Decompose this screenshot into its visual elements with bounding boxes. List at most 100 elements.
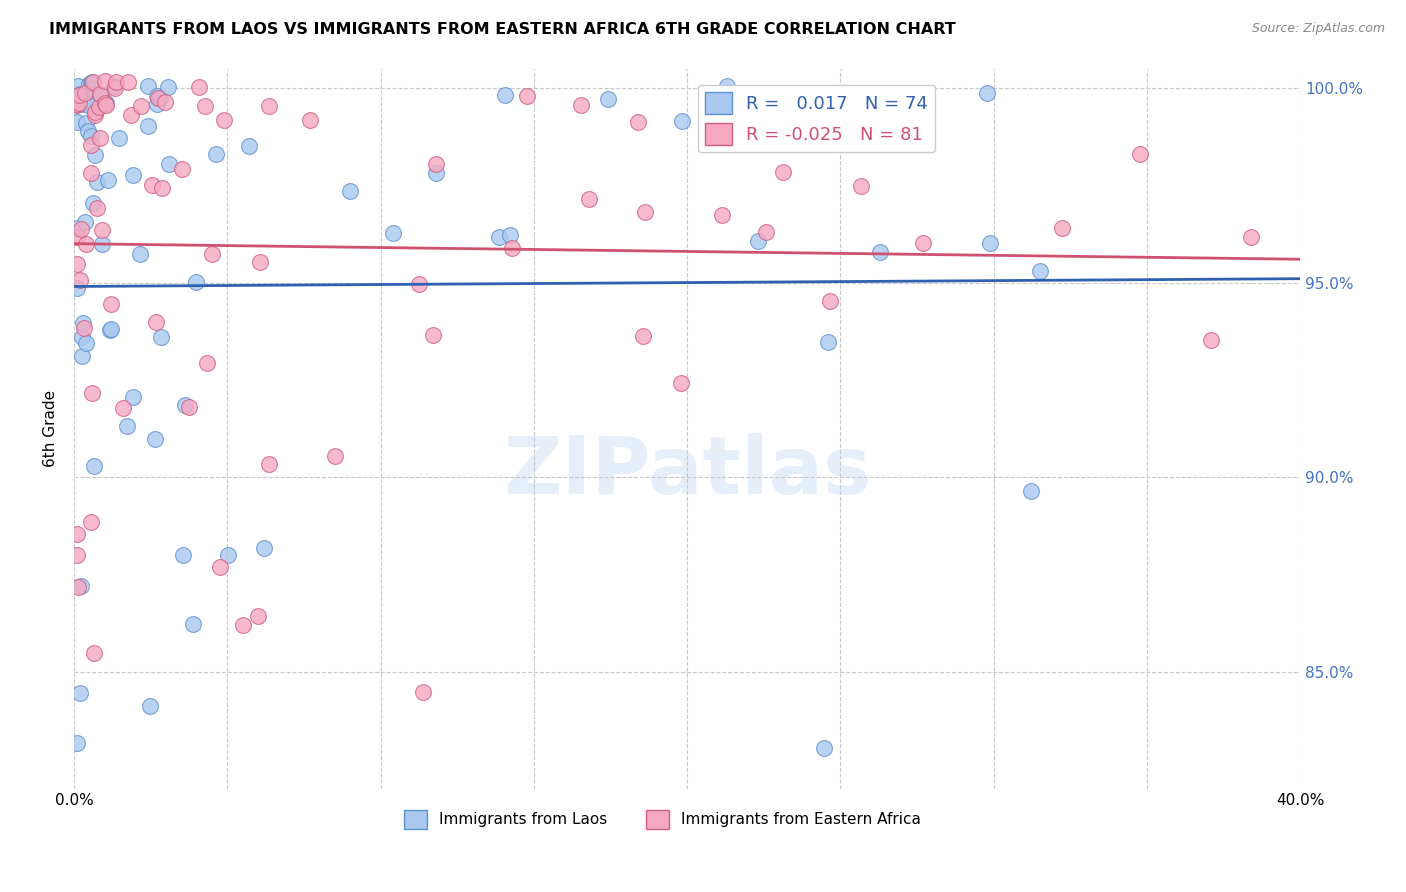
Point <box>747 234 769 248</box>
Point <box>253 541 276 555</box>
Point <box>66 548 89 562</box>
Point <box>177 400 200 414</box>
Point <box>425 166 447 180</box>
Point <box>849 179 872 194</box>
Point <box>298 113 321 128</box>
Point <box>813 741 835 756</box>
Point <box>1019 483 1042 498</box>
Point <box>75 237 97 252</box>
Text: IMMIGRANTS FROM LAOS VS IMMIGRANTS FROM EASTERN AFRICA 6TH GRADE CORRELATION CHA: IMMIGRANTS FROM LAOS VS IMMIGRANTS FROM … <box>49 22 956 37</box>
Y-axis label: 6th Grade: 6th Grade <box>44 390 58 467</box>
Point <box>631 329 654 343</box>
Point <box>578 193 600 207</box>
Point <box>145 315 167 329</box>
Point <box>769 122 792 136</box>
Point <box>976 86 998 100</box>
Point <box>75 335 97 350</box>
Point <box>72 316 94 330</box>
Point <box>381 227 404 241</box>
Point <box>569 98 592 112</box>
Point <box>86 174 108 188</box>
Point <box>869 244 891 259</box>
Point <box>868 86 890 100</box>
Point <box>83 108 105 122</box>
Point <box>66 229 89 244</box>
Point <box>104 74 127 88</box>
Point <box>145 97 167 112</box>
Point <box>494 87 516 102</box>
Point <box>120 108 142 122</box>
Point <box>83 458 105 473</box>
Point <box>91 223 114 237</box>
Point <box>818 293 841 308</box>
Point <box>66 115 89 129</box>
Point <box>97 173 120 187</box>
Point <box>128 247 150 261</box>
Point <box>247 609 270 624</box>
Point <box>627 115 650 129</box>
Point <box>100 322 122 336</box>
Point <box>91 236 114 251</box>
Point <box>136 78 159 93</box>
Point <box>79 99 101 113</box>
Legend: Immigrants from Laos, Immigrants from Eastern Africa: Immigrants from Laos, Immigrants from Ea… <box>398 804 927 835</box>
Point <box>188 79 211 94</box>
Point <box>66 580 89 594</box>
Point <box>86 202 108 216</box>
Point <box>205 146 228 161</box>
Point <box>82 195 104 210</box>
Point <box>80 128 103 143</box>
Point <box>94 74 117 88</box>
Point <box>100 297 122 311</box>
Point <box>817 335 839 350</box>
Point <box>70 349 93 363</box>
Point <box>67 96 90 111</box>
Point <box>259 457 281 471</box>
Point <box>70 222 93 236</box>
Point <box>181 616 204 631</box>
Point <box>89 130 111 145</box>
Point <box>94 95 117 110</box>
Text: ZIPatlas: ZIPatlas <box>503 433 872 511</box>
Point <box>596 92 619 106</box>
Point <box>193 99 215 113</box>
Point <box>122 390 145 404</box>
Point <box>66 97 89 112</box>
Point <box>238 139 260 153</box>
Point <box>408 277 430 292</box>
Point <box>67 87 90 102</box>
Point <box>79 82 101 96</box>
Point <box>172 161 194 176</box>
Point <box>425 157 447 171</box>
Point <box>1129 146 1152 161</box>
Point <box>153 95 176 109</box>
Point <box>89 87 111 101</box>
Point <box>209 559 232 574</box>
Point <box>77 124 100 138</box>
Point <box>75 215 97 229</box>
Point <box>84 148 107 162</box>
Point <box>82 386 104 401</box>
Point <box>772 165 794 179</box>
Point <box>72 96 94 111</box>
Point <box>339 184 361 198</box>
Point <box>671 114 693 128</box>
Text: Source: ZipAtlas.com: Source: ZipAtlas.com <box>1251 22 1385 36</box>
Point <box>146 89 169 103</box>
Point <box>149 91 172 105</box>
Point <box>195 356 218 370</box>
Point <box>73 321 96 335</box>
Point <box>66 526 89 541</box>
Point <box>150 181 173 195</box>
Point <box>257 99 280 113</box>
Point <box>150 330 173 344</box>
Point <box>412 685 434 699</box>
Point <box>66 736 89 750</box>
Point <box>669 376 692 391</box>
Point <box>66 220 89 235</box>
Point <box>634 205 657 219</box>
Point <box>499 228 522 243</box>
Point <box>75 116 97 130</box>
Point <box>66 257 89 271</box>
Point <box>146 91 169 105</box>
